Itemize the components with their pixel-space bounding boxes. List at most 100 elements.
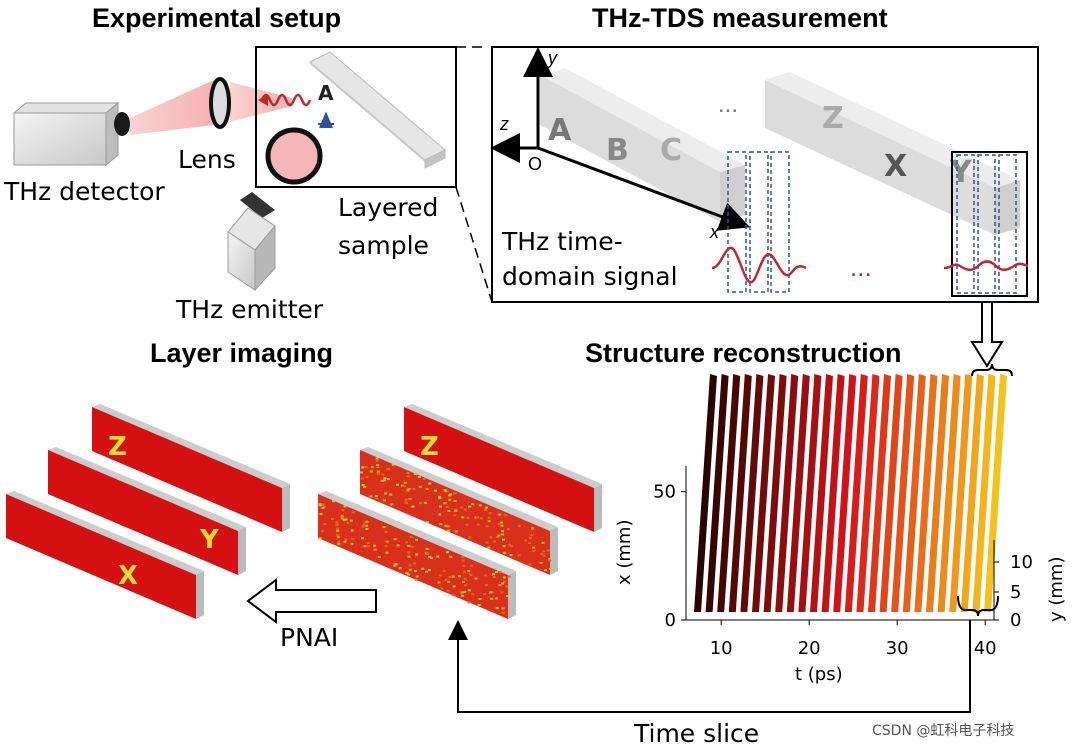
chart-z-ticks: 0 5 10 (994, 552, 1033, 631)
speckle (323, 505, 326, 508)
connector-bottom (455, 186, 493, 303)
speckle (500, 521, 504, 524)
speckle (439, 574, 442, 577)
speckle (484, 508, 487, 511)
label-emitter: THz emitter (175, 295, 324, 324)
speckle (344, 518, 348, 521)
speckle (337, 540, 341, 543)
speckle (466, 516, 470, 519)
speckle (479, 517, 483, 520)
speckle (337, 542, 341, 545)
speckle (336, 529, 340, 532)
speckle (500, 530, 504, 533)
speckle (542, 550, 546, 553)
axis-z-label: z (499, 114, 509, 134)
signal-label-1: THz time- (501, 227, 623, 256)
thz-emitter (227, 192, 276, 292)
heading-setup: Experimental setup (92, 3, 341, 33)
speckle (498, 571, 502, 573)
speckle (344, 538, 348, 541)
speckle (476, 523, 480, 526)
speckle (497, 522, 501, 525)
speckle (437, 581, 441, 584)
speckle (405, 572, 409, 575)
speckle (343, 540, 347, 543)
speckle (530, 534, 534, 537)
speckle (363, 485, 367, 488)
panel-left-letter-y: Y (199, 525, 220, 555)
speckle (430, 557, 434, 559)
speckle (361, 537, 365, 540)
speckle (468, 536, 472, 539)
speckle (414, 570, 417, 572)
speckle (374, 495, 378, 497)
speckle (444, 578, 448, 581)
speckle (350, 529, 354, 532)
speckle (501, 611, 505, 614)
layer-band (937, 374, 961, 612)
speckle (544, 569, 547, 572)
speckle (407, 551, 411, 554)
slice-boxes-last (956, 154, 1017, 294)
speckle (418, 502, 422, 505)
x-tick-label: 40 (974, 638, 997, 659)
speckle (542, 554, 546, 557)
speckle (384, 492, 388, 495)
speckle (528, 563, 532, 566)
speckle (409, 536, 413, 538)
speckle (503, 580, 507, 583)
speckle (447, 494, 451, 497)
speckle (323, 523, 327, 526)
speckle (383, 477, 387, 480)
speckle (505, 595, 509, 598)
speckle (485, 541, 489, 544)
speckle (340, 514, 344, 517)
speckle (540, 553, 544, 556)
speckle (414, 578, 418, 581)
speckle (428, 569, 431, 572)
signal-last (943, 260, 1029, 271)
measurement-diagram: A B C Z X Y ... y z x O ... TH (490, 46, 1039, 368)
speckle (318, 537, 322, 540)
speckle (446, 589, 450, 592)
speckle (447, 510, 451, 512)
speckle (369, 470, 373, 473)
speckle (413, 473, 417, 475)
speckle (360, 477, 364, 480)
speckle (487, 546, 491, 549)
speckle (539, 561, 543, 564)
speckle (463, 508, 467, 511)
axis-x-arrow (537, 146, 751, 231)
brace-bottom (957, 595, 999, 617)
speckle (495, 571, 498, 573)
speckle (415, 538, 418, 541)
slab-letter-b: B (606, 133, 629, 168)
speckle (319, 513, 323, 515)
speckle (335, 523, 339, 526)
time-slice-label: Time slice (633, 719, 759, 747)
speckle (475, 516, 479, 519)
slab-letter-a: A (548, 113, 572, 148)
speckle (406, 472, 410, 474)
layer-band (775, 374, 799, 612)
signal-first (711, 246, 807, 284)
speckle (485, 525, 489, 528)
speckle (451, 575, 455, 578)
panel-z-left (92, 407, 282, 532)
chart-y-ticks: 0 50 (653, 482, 686, 631)
label-sample-2: sample (338, 231, 429, 260)
speckle (364, 466, 368, 469)
speckle (547, 549, 551, 552)
panel-stack-left: Z X Y (6, 404, 290, 619)
speckle (445, 505, 449, 508)
speckle (370, 465, 374, 468)
speckle (468, 505, 472, 508)
layer-band (786, 374, 810, 612)
y-tick-label: 50 (653, 482, 676, 503)
speckle (494, 597, 498, 600)
speckle (502, 576, 506, 579)
speckle (384, 531, 388, 533)
speckle (462, 581, 466, 584)
speckle (447, 529, 451, 532)
speckle (492, 576, 496, 578)
